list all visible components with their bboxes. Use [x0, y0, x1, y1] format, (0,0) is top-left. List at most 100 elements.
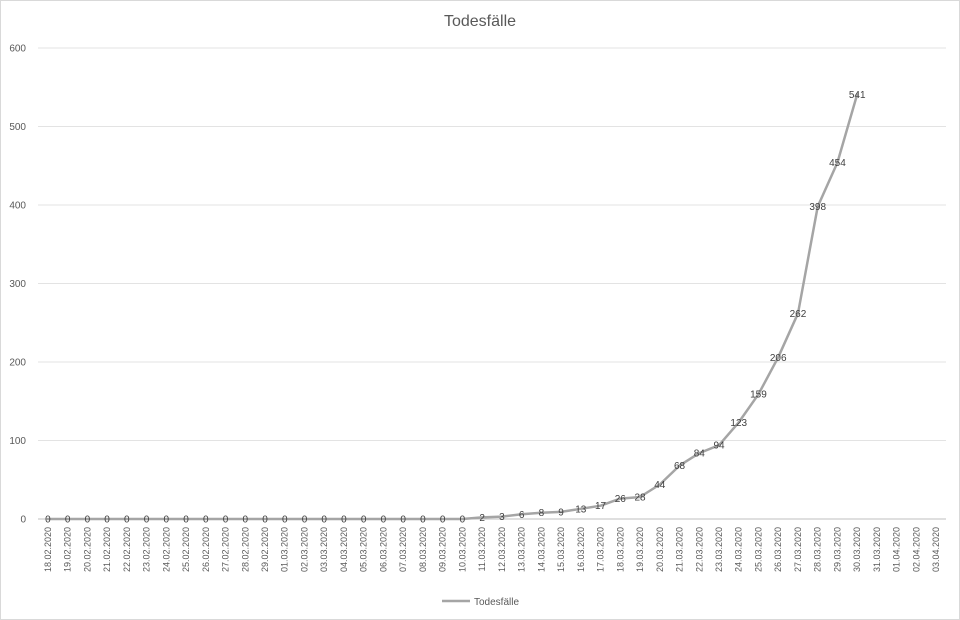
data-label: 9 — [558, 507, 564, 518]
x-tick-label: 25.02.2020 — [181, 527, 191, 572]
x-tick-label: 19.03.2020 — [635, 527, 645, 572]
y-tick-label: 100 — [9, 436, 26, 447]
x-tick-label: 15.03.2020 — [556, 527, 566, 572]
x-tick-label: 01.04.2020 — [892, 527, 902, 572]
data-label: 94 — [713, 441, 725, 452]
data-label: 0 — [440, 515, 446, 526]
x-tick-label: 16.03.2020 — [576, 527, 586, 572]
x-tick-label: 23.03.2020 — [714, 527, 724, 572]
data-label: 44 — [654, 480, 666, 491]
data-label: 123 — [730, 418, 747, 429]
data-label: 13 — [575, 504, 587, 515]
data-label: 84 — [694, 449, 706, 460]
y-tick-label: 0 — [20, 515, 26, 526]
x-tick-label: 20.03.2020 — [655, 527, 665, 572]
x-tick-label: 09.03.2020 — [438, 527, 448, 572]
y-tick-label: 400 — [9, 201, 26, 212]
x-tick-label: 02.04.2020 — [911, 527, 921, 572]
x-tick-label: 05.03.2020 — [359, 527, 369, 572]
x-tick-label: 26.03.2020 — [773, 527, 783, 572]
chart-title: Todesfälle — [444, 13, 516, 30]
x-tick-label: 21.02.2020 — [102, 527, 112, 572]
data-label: 0 — [183, 515, 189, 526]
y-tick-label: 600 — [9, 44, 26, 55]
data-label: 0 — [420, 515, 426, 526]
data-label: 28 — [634, 493, 646, 504]
data-label: 0 — [302, 515, 308, 526]
data-label: 2 — [479, 513, 485, 524]
x-tick-label: 28.02.2020 — [240, 527, 250, 572]
data-label: 0 — [400, 515, 406, 526]
data-label: 206 — [770, 353, 787, 364]
x-tick-label: 11.03.2020 — [477, 527, 487, 571]
x-tick-label: 23.02.2020 — [142, 527, 152, 572]
data-label: 0 — [361, 515, 367, 526]
x-tick-label: 27.02.2020 — [221, 527, 231, 572]
x-tick-label: 06.03.2020 — [378, 527, 388, 572]
x-tick-label: 19.02.2020 — [63, 527, 73, 572]
x-tick-label: 24.02.2020 — [161, 527, 171, 572]
x-tick-label: 22.03.2020 — [694, 527, 704, 572]
x-tick-label: 30.03.2020 — [852, 527, 862, 572]
data-label: 0 — [203, 515, 209, 526]
x-tick-label: 29.03.2020 — [832, 527, 842, 572]
x-tick-label: 03.03.2020 — [319, 527, 329, 572]
x-tick-label: 17.03.2020 — [596, 527, 606, 572]
data-label: 0 — [381, 515, 387, 526]
data-label: 0 — [124, 515, 130, 526]
data-label: 0 — [341, 515, 347, 526]
x-tick-label: 18.03.2020 — [615, 527, 625, 572]
data-label: 0 — [460, 515, 466, 526]
data-label: 0 — [85, 515, 91, 526]
data-label: 8 — [539, 508, 545, 519]
x-tick-label: 07.03.2020 — [398, 527, 408, 572]
data-label: 17 — [595, 501, 607, 512]
x-tick-label: 04.03.2020 — [339, 527, 349, 572]
data-label: 6 — [519, 510, 525, 521]
data-label: 26 — [615, 494, 627, 505]
y-tick-label: 300 — [9, 279, 26, 290]
data-label: 0 — [223, 515, 229, 526]
data-label: 0 — [144, 515, 150, 526]
data-label: 0 — [104, 515, 110, 526]
x-tick-label: 01.03.2020 — [280, 527, 290, 572]
data-label: 159 — [750, 390, 767, 401]
x-tick-label: 18.02.2020 — [43, 527, 53, 572]
data-label: 0 — [164, 515, 170, 526]
y-tick-label: 500 — [9, 122, 26, 133]
x-tick-label: 25.03.2020 — [753, 527, 763, 572]
data-label: 454 — [829, 158, 846, 169]
data-label: 0 — [45, 515, 51, 526]
x-tick-label: 10.03.2020 — [457, 527, 467, 572]
x-tick-label: 14.03.2020 — [536, 527, 546, 572]
series-line — [46, 93, 859, 521]
data-label: 398 — [809, 202, 826, 213]
legend-label: Todesfälle — [474, 597, 519, 608]
x-tick-label: 13.03.2020 — [517, 527, 527, 572]
y-tick-label: 200 — [9, 358, 26, 369]
x-tick-label: 21.03.2020 — [675, 527, 685, 572]
x-tick-label: 29.02.2020 — [260, 527, 270, 572]
x-tick-label: 20.02.2020 — [82, 527, 92, 572]
data-label: 541 — [849, 90, 866, 101]
data-label: 0 — [282, 515, 288, 526]
x-tick-label: 31.03.2020 — [872, 527, 882, 572]
data-label: 0 — [262, 515, 268, 526]
x-tick-label: 12.03.2020 — [497, 527, 507, 572]
x-tick-label: 27.03.2020 — [793, 527, 803, 572]
x-tick-label: 08.03.2020 — [418, 527, 428, 572]
data-label: 262 — [790, 309, 807, 320]
data-label: 3 — [499, 512, 505, 523]
x-tick-label: 24.03.2020 — [734, 527, 744, 572]
data-label: 0 — [65, 515, 71, 526]
x-tick-label: 03.04.2020 — [931, 527, 941, 572]
data-label: 0 — [242, 515, 248, 526]
x-tick-label: 28.03.2020 — [813, 527, 823, 572]
x-tick-label: 02.03.2020 — [299, 527, 309, 572]
data-label: 0 — [321, 515, 327, 526]
x-tick-label: 22.02.2020 — [122, 527, 132, 572]
x-tick-label: 26.02.2020 — [201, 527, 211, 572]
legend: Todesfälle — [442, 597, 519, 608]
data-label: 68 — [674, 461, 686, 472]
